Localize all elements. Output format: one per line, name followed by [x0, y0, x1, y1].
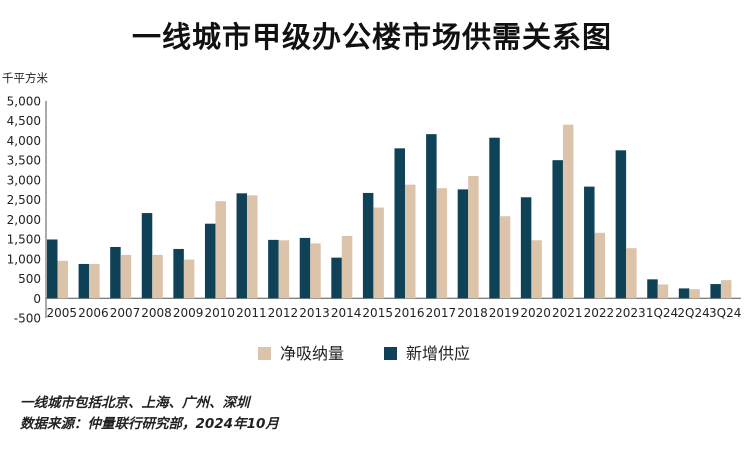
- x-tick-label: 2006: [78, 306, 109, 320]
- x-tick-label: 2012: [268, 306, 299, 320]
- y-tick-label: 2,000: [7, 213, 41, 227]
- x-tick-label: 2016: [394, 306, 425, 320]
- bar-new-supply: [584, 186, 595, 299]
- y-axis-label: 千平方米: [2, 71, 48, 85]
- bar-net-absorption: [594, 232, 606, 299]
- x-tick-label: 2021: [552, 306, 583, 320]
- bar-new-supply: [141, 213, 153, 299]
- bar-new-supply: [268, 239, 279, 299]
- bar-net-absorption: [247, 195, 258, 299]
- x-tick-label: 1Q24: [646, 306, 678, 320]
- x-tick-label: 2010: [204, 306, 235, 320]
- bar-new-supply: [236, 193, 248, 299]
- y-tick-label: -500: [14, 312, 41, 326]
- y-tick-label: 4,000: [7, 134, 41, 148]
- y-tick-label: 3,500: [7, 154, 41, 168]
- bar-new-supply: [647, 279, 658, 299]
- bar-new-supply: [110, 246, 121, 299]
- bar-new-supply: [47, 239, 58, 299]
- bar-new-supply: [520, 197, 532, 299]
- legend-new-supply-label: 新增供应: [406, 344, 470, 363]
- x-tick-label: 2008: [141, 306, 172, 320]
- bar-new-supply: [394, 148, 405, 299]
- legend-new-supply-swatch: [384, 347, 397, 360]
- bar-new-supply: [678, 288, 690, 299]
- bar-new-supply: [615, 150, 627, 299]
- bar-new-supply: [299, 237, 311, 299]
- x-tick-label: 2020: [520, 306, 551, 320]
- bar-net-absorption: [89, 263, 100, 299]
- y-tick-label: 1,000: [7, 252, 41, 266]
- bar-new-supply: [426, 134, 437, 299]
- bar-new-supply: [552, 160, 563, 299]
- x-tick-label: 2005: [47, 306, 78, 320]
- bar-net-absorption: [689, 289, 700, 299]
- bar-net-absorption: [531, 240, 542, 299]
- bar-net-absorption: [562, 124, 574, 299]
- bar-new-supply: [457, 189, 469, 299]
- x-tick-label: 2017: [426, 306, 457, 320]
- footnote-cities: 一线城市包括北京、上海、广州、深圳: [20, 395, 250, 411]
- y-tick-label: 3,000: [7, 173, 41, 187]
- x-tick-label: 2022: [584, 306, 615, 320]
- bar-net-absorption: [120, 254, 132, 299]
- bar-net-absorption: [436, 188, 448, 299]
- bar-net-absorption: [373, 207, 384, 299]
- bar-net-absorption: [720, 280, 732, 299]
- y-tick-label: 2,500: [7, 193, 41, 207]
- x-tick-label: 2019: [489, 306, 520, 320]
- bar-net-absorption: [278, 240, 290, 299]
- x-tick-label: 2023: [615, 306, 646, 320]
- y-tick-label: 500: [18, 272, 41, 286]
- bar-net-absorption: [626, 248, 637, 299]
- bar-net-absorption: [152, 254, 163, 299]
- x-tick-label: 2Q24: [677, 306, 709, 320]
- legend-net-absorption-swatch: [258, 347, 271, 360]
- bar-net-absorption: [341, 235, 353, 299]
- footnotes: 一线城市包括北京、上海、广州、深圳 数据来源：仲量联行研究部，2024年10月: [20, 393, 279, 435]
- bar-new-supply: [489, 137, 500, 299]
- x-tick-label: 2015: [362, 306, 393, 320]
- x-tick-label: 2007: [110, 306, 141, 320]
- footnote-source: 数据来源：仲量联行研究部，2024年10月: [20, 416, 279, 432]
- y-tick-label: 0: [33, 292, 41, 306]
- x-tick-label: 2011: [236, 306, 267, 320]
- x-tick-label: 3Q24: [709, 306, 741, 320]
- bar-net-absorption: [310, 243, 321, 299]
- bar-net-absorption: [405, 184, 416, 299]
- bar-new-supply: [173, 248, 184, 299]
- y-tick-label: 4,500: [7, 114, 41, 128]
- bar-new-supply: [362, 192, 374, 299]
- bar-net-absorption: [183, 259, 195, 299]
- bar-new-supply: [331, 257, 342, 299]
- bar-net-absorption: [215, 201, 226, 299]
- x-tick-label: 2014: [331, 306, 362, 320]
- x-tick-label: 2018: [457, 306, 488, 320]
- bar-net-absorption: [657, 284, 669, 299]
- bar-net-absorption: [499, 216, 511, 299]
- bar-new-supply: [204, 223, 216, 299]
- bar-new-supply: [78, 263, 90, 299]
- bar-net-absorption: [468, 175, 479, 299]
- chart-title: 一线城市甲级办公楼市场供需关系图: [131, 20, 612, 54]
- bar-net-absorption: [57, 260, 68, 299]
- x-tick-label: 2013: [299, 306, 330, 320]
- y-tick-label: 5,000: [7, 95, 41, 109]
- legend-net-absorption-label: 净吸纳量: [280, 344, 344, 363]
- x-tick-label: 2009: [173, 306, 204, 320]
- bar-new-supply: [710, 284, 721, 299]
- y-tick-label: 1,500: [7, 233, 41, 247]
